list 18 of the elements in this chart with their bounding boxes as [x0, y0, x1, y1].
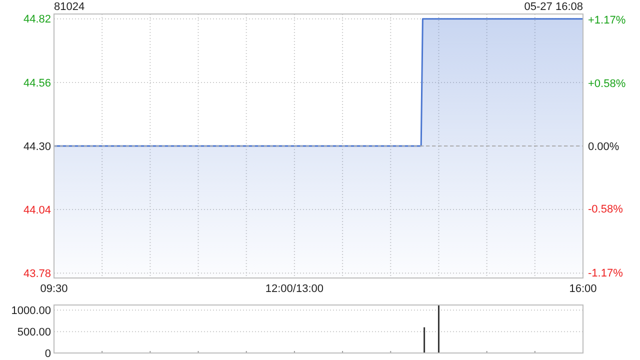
y-tick-label: 0	[44, 348, 51, 360]
y-tick-label: 44.30	[23, 140, 51, 153]
chart-title: 81024	[54, 1, 85, 13]
x-tick-label: 16:00	[569, 283, 597, 295]
x-tick-label: 09:30	[40, 283, 68, 295]
y-tick-label: 500.00	[17, 326, 51, 338]
y2-tick-label: -0.58%	[588, 204, 624, 216]
y2-tick-label: +0.58%	[588, 78, 626, 90]
y-tick-label: 43.78	[23, 268, 51, 280]
y-tick-label: 44.56	[23, 77, 51, 90]
y2-tick-label: 0.00%	[588, 140, 620, 153]
y-tick-label: 44.82	[23, 14, 51, 26]
y-tick-label: 1000.00	[11, 304, 51, 317]
y-tick-label: 44.04	[23, 204, 51, 216]
y2-tick-label: +1.17%	[588, 14, 626, 26]
y2-tick-label: -1.17%	[588, 267, 624, 280]
x-tick-label: 12:00/13:00	[265, 283, 324, 295]
text: 05-27 16:08	[524, 1, 583, 13]
